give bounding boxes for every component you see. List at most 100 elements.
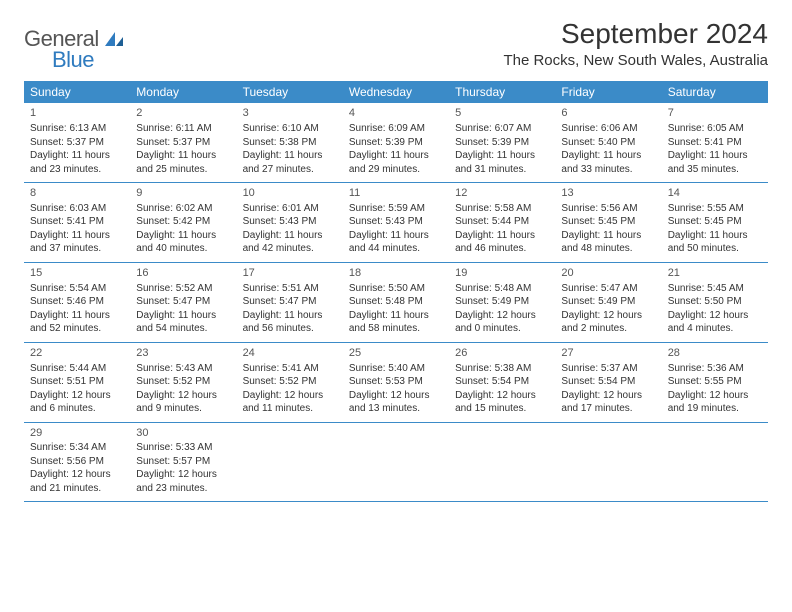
day-number: 17 xyxy=(243,266,337,281)
sunrise-text: Sunrise: 6:11 AM xyxy=(136,122,230,136)
daylight-text: Daylight: 11 hours and 42 minutes. xyxy=(243,229,337,256)
header: General Blue September 2024 The Rocks, N… xyxy=(24,18,768,73)
sunrise-text: Sunrise: 5:47 AM xyxy=(561,282,655,296)
weekday-header-row: Sunday Monday Tuesday Wednesday Thursday… xyxy=(24,81,768,103)
sunrise-text: Sunrise: 5:43 AM xyxy=(136,362,230,376)
day-number: 10 xyxy=(243,186,337,201)
title-block: September 2024 The Rocks, New South Wale… xyxy=(503,18,768,69)
sunset-text: Sunset: 5:39 PM xyxy=(349,136,443,150)
day-number: 5 xyxy=(455,106,549,121)
sunset-text: Sunset: 5:37 PM xyxy=(136,136,230,150)
sunset-text: Sunset: 5:50 PM xyxy=(668,295,762,309)
day-cell: 16 Sunrise: 5:52 AM Sunset: 5:47 PM Dayl… xyxy=(130,263,236,342)
day-cell: 13 Sunrise: 5:56 AM Sunset: 5:45 PM Dayl… xyxy=(555,183,661,262)
sunset-text: Sunset: 5:45 PM xyxy=(668,215,762,229)
day-cell: 17 Sunrise: 5:51 AM Sunset: 5:47 PM Dayl… xyxy=(237,263,343,342)
day-cell: 23 Sunrise: 5:43 AM Sunset: 5:52 PM Dayl… xyxy=(130,343,236,422)
day-number: 14 xyxy=(668,186,762,201)
sunrise-text: Sunrise: 5:48 AM xyxy=(455,282,549,296)
day-cell: 27 Sunrise: 5:37 AM Sunset: 5:54 PM Dayl… xyxy=(555,343,661,422)
weekday-header: Tuesday xyxy=(237,81,343,103)
daylight-text: Daylight: 11 hours and 52 minutes. xyxy=(30,309,124,336)
day-number: 12 xyxy=(455,186,549,201)
day-number: 27 xyxy=(561,346,655,361)
day-number: 23 xyxy=(136,346,230,361)
day-cell: 2 Sunrise: 6:11 AM Sunset: 5:37 PM Dayli… xyxy=(130,103,236,182)
sunrise-text: Sunrise: 5:38 AM xyxy=(455,362,549,376)
daylight-text: Daylight: 11 hours and 56 minutes. xyxy=(243,309,337,336)
day-cell: 30 Sunrise: 5:33 AM Sunset: 5:57 PM Dayl… xyxy=(130,423,236,502)
sunset-text: Sunset: 5:43 PM xyxy=(243,215,337,229)
day-number: 18 xyxy=(349,266,443,281)
sunrise-text: Sunrise: 5:37 AM xyxy=(561,362,655,376)
sunset-text: Sunset: 5:52 PM xyxy=(243,375,337,389)
sunrise-text: Sunrise: 6:07 AM xyxy=(455,122,549,136)
day-cell: 24 Sunrise: 5:41 AM Sunset: 5:52 PM Dayl… xyxy=(237,343,343,422)
sunset-text: Sunset: 5:51 PM xyxy=(30,375,124,389)
sunrise-text: Sunrise: 6:09 AM xyxy=(349,122,443,136)
day-cell: 3 Sunrise: 6:10 AM Sunset: 5:38 PM Dayli… xyxy=(237,103,343,182)
day-number: 20 xyxy=(561,266,655,281)
day-number: 2 xyxy=(136,106,230,121)
logo-text-blue: Blue xyxy=(52,47,125,73)
daylight-text: Daylight: 12 hours and 2 minutes. xyxy=(561,309,655,336)
sunset-text: Sunset: 5:49 PM xyxy=(455,295,549,309)
sunrise-text: Sunrise: 5:41 AM xyxy=(243,362,337,376)
sunrise-text: Sunrise: 5:45 AM xyxy=(668,282,762,296)
calendar-grid: Sunday Monday Tuesday Wednesday Thursday… xyxy=(24,81,768,502)
calendar-page: General Blue September 2024 The Rocks, N… xyxy=(0,0,792,520)
sunrise-text: Sunrise: 5:40 AM xyxy=(349,362,443,376)
sunset-text: Sunset: 5:54 PM xyxy=(561,375,655,389)
day-number: 4 xyxy=(349,106,443,121)
day-number: 1 xyxy=(30,106,124,121)
sunset-text: Sunset: 5:53 PM xyxy=(349,375,443,389)
day-cell: 25 Sunrise: 5:40 AM Sunset: 5:53 PM Dayl… xyxy=(343,343,449,422)
daylight-text: Daylight: 12 hours and 0 minutes. xyxy=(455,309,549,336)
daylight-text: Daylight: 11 hours and 54 minutes. xyxy=(136,309,230,336)
day-cell: 8 Sunrise: 6:03 AM Sunset: 5:41 PM Dayli… xyxy=(24,183,130,262)
sunrise-text: Sunrise: 6:05 AM xyxy=(668,122,762,136)
day-number: 26 xyxy=(455,346,549,361)
day-number: 22 xyxy=(30,346,124,361)
day-number: 28 xyxy=(668,346,762,361)
day-cell: 29 Sunrise: 5:34 AM Sunset: 5:56 PM Dayl… xyxy=(24,423,130,502)
day-cell: 11 Sunrise: 5:59 AM Sunset: 5:43 PM Dayl… xyxy=(343,183,449,262)
sunrise-text: Sunrise: 6:01 AM xyxy=(243,202,337,216)
location: The Rocks, New South Wales, Australia xyxy=(503,52,768,69)
day-number: 19 xyxy=(455,266,549,281)
sunrise-text: Sunrise: 5:51 AM xyxy=(243,282,337,296)
empty-cell xyxy=(662,423,768,502)
sunrise-text: Sunrise: 6:13 AM xyxy=(30,122,124,136)
sunset-text: Sunset: 5:44 PM xyxy=(455,215,549,229)
daylight-text: Daylight: 11 hours and 31 minutes. xyxy=(455,149,549,176)
sunset-text: Sunset: 5:41 PM xyxy=(668,136,762,150)
empty-cell xyxy=(555,423,661,502)
sunrise-text: Sunrise: 5:59 AM xyxy=(349,202,443,216)
sunset-text: Sunset: 5:52 PM xyxy=(136,375,230,389)
daylight-text: Daylight: 11 hours and 46 minutes. xyxy=(455,229,549,256)
day-number: 9 xyxy=(136,186,230,201)
week-row: 22 Sunrise: 5:44 AM Sunset: 5:51 PM Dayl… xyxy=(24,343,768,423)
day-number: 3 xyxy=(243,106,337,121)
day-cell: 9 Sunrise: 6:02 AM Sunset: 5:42 PM Dayli… xyxy=(130,183,236,262)
day-number: 7 xyxy=(668,106,762,121)
daylight-text: Daylight: 11 hours and 25 minutes. xyxy=(136,149,230,176)
day-cell: 20 Sunrise: 5:47 AM Sunset: 5:49 PM Dayl… xyxy=(555,263,661,342)
sunset-text: Sunset: 5:37 PM xyxy=(30,136,124,150)
sunset-text: Sunset: 5:56 PM xyxy=(30,455,124,469)
day-cell: 6 Sunrise: 6:06 AM Sunset: 5:40 PM Dayli… xyxy=(555,103,661,182)
sunrise-text: Sunrise: 6:06 AM xyxy=(561,122,655,136)
daylight-text: Daylight: 11 hours and 29 minutes. xyxy=(349,149,443,176)
sunrise-text: Sunrise: 5:44 AM xyxy=(30,362,124,376)
week-row: 29 Sunrise: 5:34 AM Sunset: 5:56 PM Dayl… xyxy=(24,423,768,503)
sunset-text: Sunset: 5:47 PM xyxy=(136,295,230,309)
sunset-text: Sunset: 5:48 PM xyxy=(349,295,443,309)
week-row: 8 Sunrise: 6:03 AM Sunset: 5:41 PM Dayli… xyxy=(24,183,768,263)
sunset-text: Sunset: 5:55 PM xyxy=(668,375,762,389)
sunset-text: Sunset: 5:49 PM xyxy=(561,295,655,309)
day-number: 16 xyxy=(136,266,230,281)
weekday-header: Sunday xyxy=(24,81,130,103)
empty-cell xyxy=(449,423,555,502)
daylight-text: Daylight: 12 hours and 11 minutes. xyxy=(243,389,337,416)
weekday-header: Thursday xyxy=(449,81,555,103)
